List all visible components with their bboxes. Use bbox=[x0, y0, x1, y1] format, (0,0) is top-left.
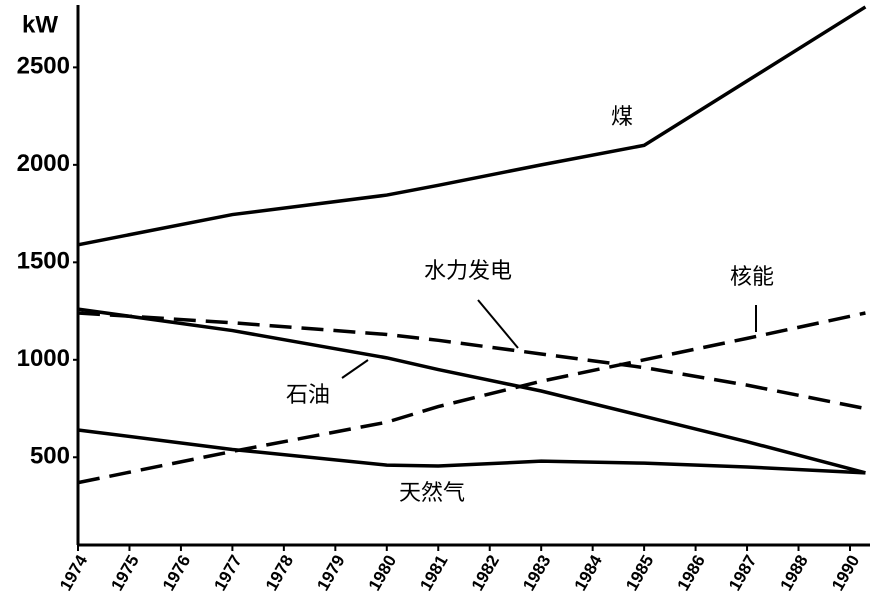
series-line bbox=[77, 307, 866, 475]
x-tick-label: 1978 bbox=[262, 552, 297, 594]
x-tick-label: 1979 bbox=[313, 552, 348, 594]
x-tick-label: 1976 bbox=[159, 552, 194, 594]
x-tick-label: 1975 bbox=[107, 552, 142, 594]
x-tick-label: 1988 bbox=[777, 552, 812, 594]
series-line bbox=[77, 5, 867, 247]
series-label: 石油 bbox=[286, 383, 330, 408]
y-tick-label: 500 bbox=[30, 443, 70, 470]
x-tick-label: 1990 bbox=[828, 552, 863, 594]
x-tick-label: 1985 bbox=[622, 552, 657, 594]
series-line bbox=[77, 428, 866, 475]
y-axis-label: kW bbox=[22, 11, 58, 38]
series-label: 水力发电 bbox=[424, 259, 512, 284]
x-tick-label: 1982 bbox=[468, 552, 503, 594]
series-line bbox=[77, 311, 866, 485]
x-tick-label: 1984 bbox=[571, 551, 607, 594]
x-tick-label: 1987 bbox=[725, 552, 760, 594]
x-tick-label: 1983 bbox=[519, 552, 554, 594]
label-pointer bbox=[477, 299, 519, 349]
x-tick-label: 1981 bbox=[416, 552, 451, 594]
label-pointer bbox=[341, 359, 369, 379]
series-label: 核能 bbox=[730, 265, 774, 290]
x-tick-label: 1986 bbox=[674, 552, 709, 594]
y-tick-label: 2500 bbox=[17, 53, 70, 80]
series-label: 煤 bbox=[611, 105, 633, 130]
y-tick-label: 1000 bbox=[17, 345, 70, 372]
y-tick-label: 1500 bbox=[17, 248, 70, 275]
y-tick-label: 2000 bbox=[17, 150, 70, 177]
series-line bbox=[77, 311, 866, 411]
x-tick-label: 1977 bbox=[210, 552, 245, 594]
x-tick-label: 1974 bbox=[56, 551, 92, 594]
series-label: 天然气 bbox=[399, 481, 465, 506]
x-tick-label: 1980 bbox=[365, 552, 400, 594]
